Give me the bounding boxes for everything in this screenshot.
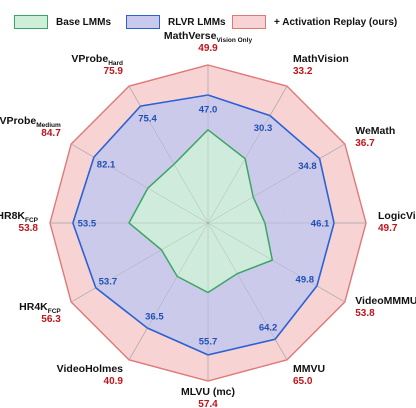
rlvr-value-label-11: 82.1 — [97, 160, 116, 171]
legend-item-base: Base LMMs — [14, 14, 111, 30]
axis-label-name-11: VProbe — [0, 115, 36, 127]
legend-swatch-ours — [232, 15, 266, 29]
legend-swatch-base — [14, 15, 48, 29]
rlvr-value-label-6: 64.2 — [259, 323, 278, 334]
legend-swatch-rlvr — [126, 15, 160, 29]
axis-label-name-1: MathVerse — [164, 30, 217, 42]
legend-label-rlvr: RLVR LMMs — [168, 16, 226, 28]
grid-overlay-spoke-3 — [207, 143, 345, 224]
axis-label-4: LogicVista — [378, 210, 416, 222]
axis-label-sub-11: Medium — [36, 122, 61, 129]
axis-label-name-6: MMVU — [293, 363, 325, 375]
grid-overlay-spoke-8 — [128, 222, 209, 360]
ours-value-label-10: 53.8 — [19, 223, 39, 234]
axis-label-name-8: VideoHolmes — [57, 363, 123, 375]
ours-value-label-8: 40.9 — [104, 376, 124, 387]
grid-overlay-spoke-9 — [71, 222, 209, 303]
axis-label-name-10: HR8K — [0, 210, 25, 222]
axis-label-name-7: MLVU (mc) — [181, 386, 235, 398]
rlvr-value-label-5: 49.8 — [296, 274, 315, 285]
axis-label-11: VProbeMedium — [0, 115, 61, 129]
axis-label-name-3: WeMath — [355, 125, 395, 137]
legend-item-rlvr: RLVR LMMs — [126, 14, 226, 30]
rlvr-value-label-4: 46.1 — [311, 219, 330, 230]
axis-label-8: VideoHolmes — [57, 363, 123, 375]
chart-legend: Base LMMs RLVR LMMs + Activation Replay … — [0, 8, 416, 32]
axis-label-3: WeMath — [355, 125, 395, 137]
ours-value-label-5: 53.8 — [355, 308, 375, 319]
axis-label-name-9: HR4K — [19, 301, 48, 313]
grid-overlay-spoke-6 — [207, 222, 288, 360]
legend-item-ours: + Activation Replay (ours) — [232, 14, 397, 30]
axis-label-10: HR8KFCP — [0, 210, 39, 224]
axis-label-sub-12: Hard — [108, 60, 123, 67]
ours-value-label-6: 65.0 — [293, 376, 313, 387]
axis-label-9: HR4KFCP — [19, 301, 61, 315]
axis-label-1: MathVerseVision Only — [164, 30, 253, 44]
axis-label-name-4: LogicVista — [378, 210, 416, 222]
rlvr-value-label-12: 75.4 — [138, 114, 157, 125]
axis-label-name-12: VProbe — [71, 53, 108, 65]
grid-overlay-spoke-2 — [207, 86, 288, 224]
grid-overlay-spoke-5 — [207, 222, 345, 303]
grid-overlay-spoke-12 — [128, 86, 209, 224]
rlvr-value-label-1: 47.0 — [199, 105, 218, 116]
ours-value-label-2: 33.2 — [293, 66, 313, 77]
ours-value-label-1: 49.9 — [198, 43, 218, 54]
ours-value-label-9: 56.3 — [41, 314, 61, 325]
axis-label-name-5: VideoMMMU — [355, 295, 416, 307]
rlvr-value-label-7: 55.7 — [199, 336, 218, 347]
axis-label-sub-9: FCP — [48, 308, 62, 315]
legend-label-ours: + Activation Replay (ours) — [274, 16, 398, 28]
axis-label-7: MLVU (mc) — [181, 386, 235, 398]
grid-overlay-spoke-11 — [71, 143, 209, 224]
axis-label-6: MMVU — [293, 363, 325, 375]
axis-label-name-2: MathVision — [293, 53, 349, 65]
ours-value-label-4: 49.7 — [378, 223, 398, 234]
rlvr-value-label-2: 30.3 — [254, 123, 273, 134]
rlvr-value-label-9: 53.7 — [99, 276, 118, 287]
axis-label-5: VideoMMMU — [355, 295, 416, 307]
rlvr-value-label-10: 53.5 — [78, 219, 97, 230]
ours-value-label-7: 57.4 — [198, 399, 218, 408]
axis-label-12: VProbeHard — [71, 53, 123, 67]
axis-label-sub-10: FCP — [25, 217, 39, 224]
legend-label-base: Base LMMs — [56, 16, 112, 28]
axis-label-2: MathVision — [293, 53, 349, 65]
ours-value-label-3: 36.7 — [355, 138, 375, 149]
rlvr-value-label-8: 36.5 — [145, 311, 164, 322]
axis-label-sub-1: Vision Only — [216, 37, 252, 44]
ours-value-label-11: 84.7 — [41, 128, 61, 139]
rlvr-value-label-3: 34.8 — [298, 161, 317, 172]
ours-value-label-12: 75.9 — [104, 66, 124, 77]
